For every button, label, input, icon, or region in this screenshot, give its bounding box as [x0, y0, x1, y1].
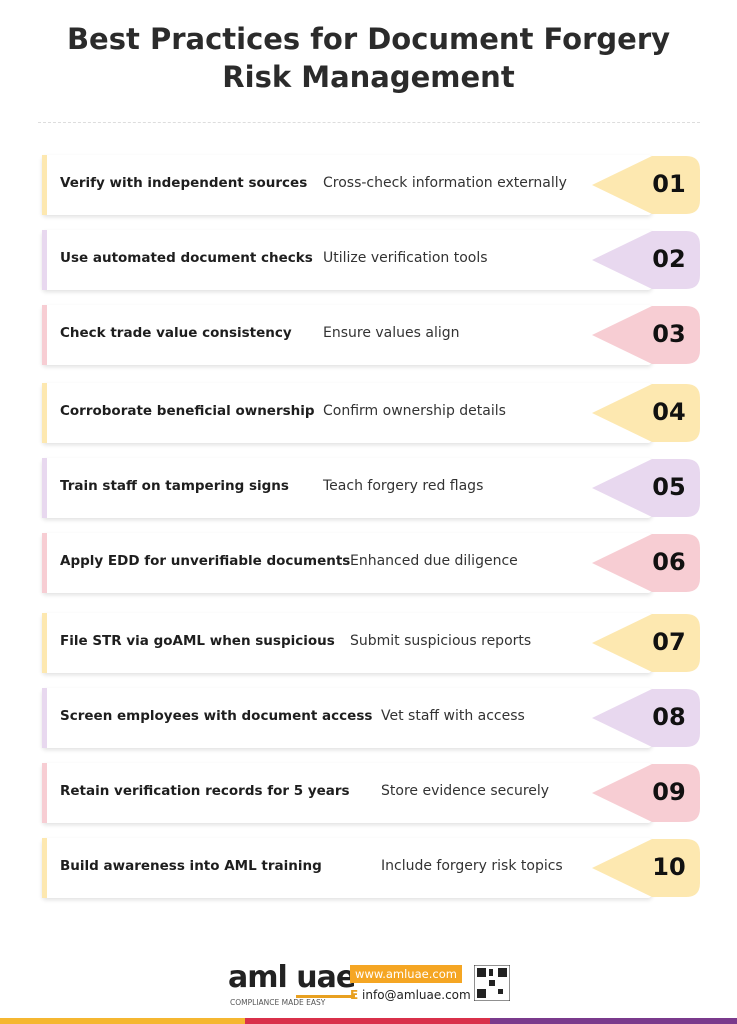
tab-shape [592, 764, 700, 822]
tab-shape [592, 231, 700, 289]
accent-bar [42, 305, 47, 365]
title-line: Risk Management [222, 60, 515, 94]
practice-number: 09 [652, 778, 686, 806]
accent-bar [42, 763, 47, 823]
practice-card: File STR via goAML when suspicious Submit… [42, 613, 652, 673]
number-tab [592, 534, 700, 592]
practice-number: 04 [652, 398, 686, 426]
practice-description: Store evidence securely [381, 783, 550, 799]
practice-action: Use automated document checks [60, 250, 313, 266]
practice-action: Corroborate beneficial ownership [60, 403, 315, 419]
accent-bar [42, 613, 47, 673]
practice-description: Utilize verification tools [323, 250, 488, 266]
tab-shape [592, 839, 700, 897]
accent-bar [42, 383, 47, 443]
practice-action: Retain verification records for 5 years [60, 783, 350, 799]
tab-shape [592, 614, 700, 672]
practice-action: Check trade value consistency [60, 325, 292, 341]
accent-bar [42, 688, 47, 748]
practice-description: Cross-check information externally [323, 175, 567, 191]
tab-shape [592, 384, 700, 442]
title-line: Best Practices for Document Forgery [66, 22, 671, 56]
practice-action: Screen employees with document access [60, 708, 373, 724]
number-tab [592, 764, 700, 822]
tab-shape [592, 689, 700, 747]
practice-card: Apply EDD for unverifiable documents Enha… [42, 533, 652, 593]
practice-card: Screen employees with document access Vet… [42, 688, 652, 748]
number-tab [592, 384, 700, 442]
practice-card: Train staff on tampering signs Teach forg… [42, 458, 652, 518]
practice-description: Ensure values align [323, 325, 460, 341]
accent-bar [42, 230, 47, 290]
practice-number: 06 [652, 548, 686, 576]
practice-card: Use automated document checks Utilize ver… [42, 230, 652, 290]
logo-text: aml [228, 960, 288, 995]
practice-action: Verify with independent sources [60, 175, 308, 191]
practice-card: Verify with independent sources Cross-che… [42, 155, 652, 215]
practice-action: Build awareness into AML training [60, 858, 322, 874]
accent-bar [42, 458, 47, 518]
tab-shape [592, 534, 700, 592]
number-tab [592, 689, 700, 747]
tab-shape [592, 156, 700, 214]
practice-number: 07 [652, 628, 686, 656]
email-label: E [350, 988, 359, 1002]
stripe [245, 1018, 490, 1024]
practice-number: 01 [652, 170, 686, 198]
tagline: COMPLIANCE MADE EASY [230, 998, 326, 1007]
tab-shape [592, 306, 700, 364]
logo-text: uae [296, 960, 356, 998]
logo: aml uae [228, 960, 356, 998]
qr-code [474, 965, 510, 1001]
email-line: E info@amluae.com [350, 988, 471, 1002]
accent-bar [42, 155, 47, 215]
number-tab [592, 614, 700, 672]
practice-description: Enhanced due diligence [350, 553, 518, 569]
practice-description: Teach forgery red flags [323, 478, 484, 494]
website: www.amluae.com [350, 965, 462, 983]
practice-number: 10 [652, 853, 686, 881]
accent-bar [42, 533, 47, 593]
practice-card: Check trade value consistency Ensure valu… [42, 305, 652, 365]
number-tab [592, 839, 700, 897]
practice-number: 02 [652, 245, 686, 273]
practice-action: File STR via goAML when suspicious [60, 633, 335, 649]
number-tab [592, 306, 700, 364]
practice-card: Corroborate beneficial ownership Confirm … [42, 383, 652, 443]
practice-number: 05 [652, 473, 686, 501]
tab-shape [592, 459, 700, 517]
practice-description: Vet staff with access [381, 708, 525, 724]
practice-card: Retain verification records for 5 years S… [42, 763, 652, 823]
number-tab [592, 459, 700, 517]
number-tab [592, 231, 700, 289]
practice-number: 03 [652, 320, 686, 348]
email: info@amluae.com [362, 988, 471, 1002]
stripe [0, 1018, 245, 1024]
practice-action: Train staff on tampering signs [60, 478, 289, 494]
practice-card: Build awareness into AML training Include… [42, 838, 652, 898]
accent-bar [42, 838, 47, 898]
number-tab [592, 156, 700, 214]
divider [38, 122, 700, 123]
stripe [490, 1018, 737, 1024]
practice-description: Submit suspicious reports [350, 633, 532, 649]
practice-action: Apply EDD for unverifiable documents [60, 553, 351, 569]
practice-description: Include forgery risk topics [381, 858, 563, 874]
practice-number: 08 [652, 703, 686, 731]
practice-description: Confirm ownership details [323, 403, 506, 419]
